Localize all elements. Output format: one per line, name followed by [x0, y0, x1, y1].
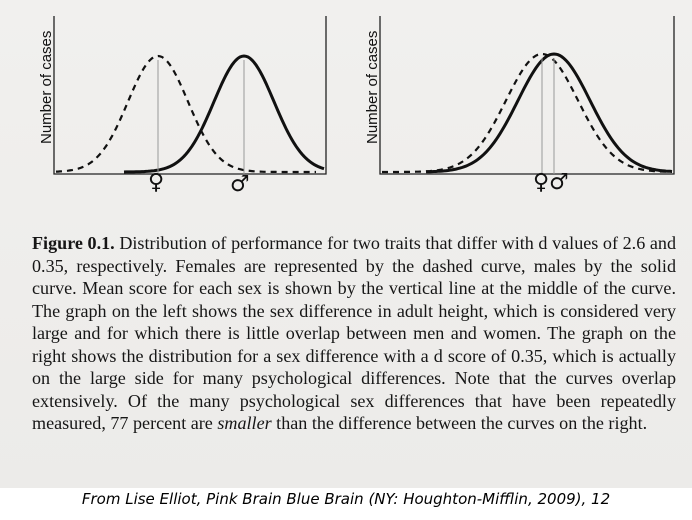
right-axes [379, 16, 675, 175]
figure: Number of cases ♀ ♂ Number of cases ♀♂ [16, 14, 680, 214]
caption-text: Distribution of performance for two trai… [32, 233, 676, 433]
left-graph [53, 16, 327, 175]
caption-emphasis: smaller [217, 413, 272, 433]
left-graph-panel: Number of cases ♀ ♂ [16, 14, 336, 204]
right-male-curve [425, 52, 673, 174]
book-page: Number of cases ♀ ♂ Number of cases ♀♂ [0, 0, 692, 488]
right-graph [379, 16, 675, 175]
source-citation: From Lise Elliot, Pink Brain Blue Brain … [81, 490, 611, 508]
left-female-curve [56, 54, 316, 174]
right-female-curve [382, 52, 672, 174]
figure-caption: Figure 0.1. Distribution of performance … [32, 232, 676, 435]
left-y-axis-label: Number of cases [38, 30, 55, 144]
left-male-curve [123, 54, 325, 174]
right-y-axis-label: Number of cases [364, 30, 381, 144]
caption-text-end: than the difference between the curves o… [271, 413, 648, 433]
left-female-symbol: ♀ [148, 170, 165, 195]
right-combined-symbol: ♀♂ [533, 170, 569, 195]
left-axes [53, 16, 327, 175]
caption-label: Figure 0.1. [32, 233, 115, 253]
left-male-symbol: ♂ [230, 172, 250, 197]
right-graph-panel: Number of cases ♀♂ [356, 14, 680, 204]
